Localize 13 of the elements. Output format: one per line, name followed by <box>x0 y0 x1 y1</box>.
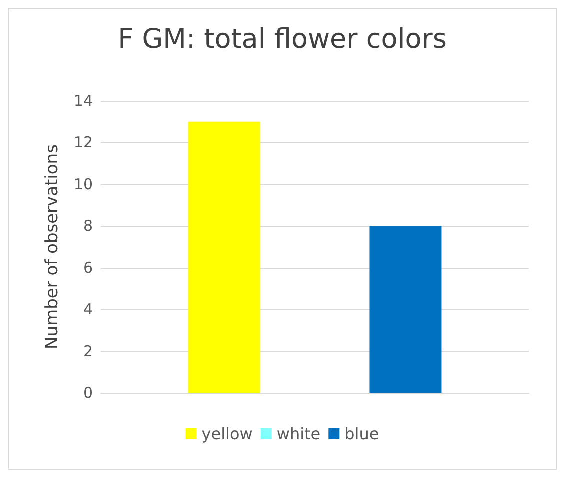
legend-label: yellow <box>202 424 253 444</box>
y-tick-label: 8 <box>83 217 93 236</box>
y-tick-label: 2 <box>83 342 93 360</box>
y-tick-label: 0 <box>83 384 93 402</box>
y-tick-label: 4 <box>83 300 93 319</box>
y-tick-label: 6 <box>83 258 93 277</box>
chart-title: F GM: total flower colors <box>118 24 447 55</box>
legend-label: blue <box>344 424 380 444</box>
y-tick-label: 10 <box>74 175 93 194</box>
y-axis-title: Number of observations <box>42 144 62 350</box>
y-tick-label: 12 <box>74 134 93 152</box>
y-tick-label: 14 <box>74 92 93 110</box>
legend-label: white <box>276 424 321 444</box>
